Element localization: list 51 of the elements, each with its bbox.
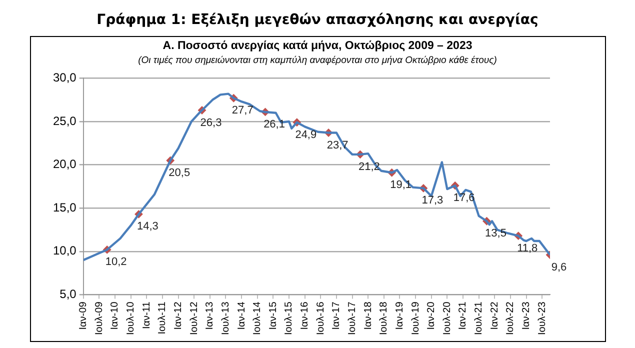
x-tick-label: Ιαν-21 — [458, 301, 469, 330]
x-tick-label: Ιουλ-17 — [347, 301, 358, 336]
x-tick-label: Ιαν-13 — [204, 301, 216, 330]
x-tick-label: Ιαν-17 — [331, 301, 342, 330]
x-tick-label: Ιαν-15 — [268, 301, 279, 330]
x-tick-label: Ιουλ-16 — [315, 301, 326, 336]
chart-title: Γράφημα 1: Εξέλιξη μεγεθών απασχόλησης και ανεργίας — [96, 12, 540, 28]
x-tick-label: Ιουλ-11 — [157, 301, 168, 334]
y-tick-label: 20,0 — [52, 157, 77, 172]
x-tick-label: Ιαν-16 — [300, 301, 311, 330]
x-tick-label: Ιουλ-09 — [94, 301, 105, 336]
chart-subtitle: Α. Ποσοστό ανεργίας κατά μήνα, Οκτώβριος 2009 – 2023 — [162, 40, 474, 52]
x-tick-label: Ιουλ-18 — [378, 301, 390, 336]
data-label: 19,1 — [390, 179, 412, 192]
y-tick-label: 25,0 — [52, 114, 77, 128]
data-label: 26,3 — [200, 116, 222, 129]
x-tick-label: Ιουλ-22 — [505, 301, 516, 336]
data-label: 26,1 — [264, 118, 285, 131]
x-tick-label: Ιαν-09 — [78, 301, 90, 330]
x-tick-label: Ιαν-14 — [236, 301, 248, 330]
data-label: 10,2 — [105, 256, 127, 268]
x-tick-label: Ιουλ-19 — [410, 301, 422, 336]
x-tick-label: Ιαν-23 — [521, 301, 532, 330]
data-label: 24,9 — [295, 128, 317, 141]
data-label: 11,8 — [517, 242, 538, 254]
x-tick-label: Ιουλ-20 — [442, 301, 453, 336]
x-tick-label: Ιαν-19 — [394, 301, 406, 330]
x-tick-label: Ιαν-18 — [362, 301, 374, 330]
x-tick-label: Ιαν-20 — [426, 301, 438, 330]
x-tick-label: Ιουλ-10 — [126, 301, 137, 336]
x-tick-label: Ιαν-12 — [173, 301, 184, 330]
data-label: 13,5 — [485, 228, 506, 240]
data-label: 17,3 — [422, 194, 444, 207]
x-tick-label: Ιουλ-21 — [474, 301, 485, 336]
x-tick-label: Ιουλ-14 — [252, 301, 264, 336]
x-tick-label: Ιουλ-13 — [220, 301, 232, 336]
x-tick-label: Ιουλ-15 — [284, 301, 295, 336]
data-label: 20,5 — [168, 167, 190, 180]
y-tick-label: 30,0 — [52, 70, 77, 85]
data-label: 27,7 — [232, 104, 254, 117]
text: (Οι τιμές που σημειώνονται στη καμπύλη αναφέρονται στο μήνα Οκτώβριο κάθε έτους) — [137, 55, 498, 66]
data-label: 14,3 — [137, 220, 158, 233]
x-tick-label: Ιαν-11 — [141, 301, 152, 330]
y-tick-label: 15,0 — [52, 200, 77, 214]
x-tick-label: Ιουλ-12 — [188, 301, 200, 336]
x-tick-label: Ιουλ-23 — [536, 301, 548, 336]
y-tick-label: 10,0 — [52, 244, 77, 258]
y-tick-label: 5,0 — [60, 287, 77, 302]
x-tick-label: Ιαν-10 — [110, 301, 121, 330]
data-label: 9,6 — [551, 261, 567, 274]
x-tick-label: Ιαν-22 — [489, 301, 500, 330]
